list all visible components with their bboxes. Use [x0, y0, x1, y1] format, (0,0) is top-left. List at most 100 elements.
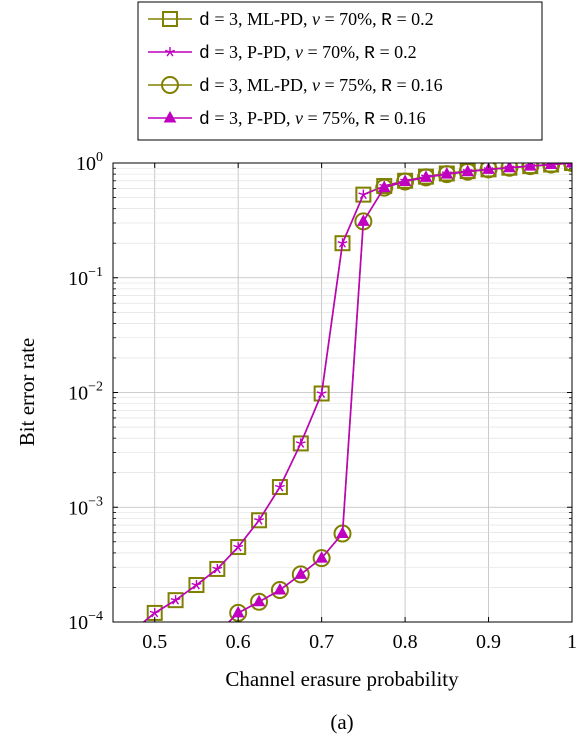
star-marker-stroke — [166, 51, 171, 57]
series-3-point — [291, 565, 310, 584]
legend-text-part: = 75%, — [320, 75, 381, 95]
series-2-point — [274, 482, 285, 492]
series-3-point — [375, 178, 394, 197]
series-1-point — [167, 592, 184, 609]
series-4-point — [252, 594, 266, 607]
star-marker-stroke — [129, 629, 134, 631]
series-4-point — [212, 627, 223, 637]
series-4-point — [419, 170, 433, 182]
series-4-point — [398, 174, 412, 186]
star-marker-stroke — [154, 610, 160, 614]
star-marker-stroke — [341, 242, 347, 248]
star-marker-stroke — [362, 194, 367, 200]
series-1-point — [230, 539, 247, 556]
star-marker-stroke — [279, 486, 284, 492]
series-3-point — [312, 549, 331, 568]
legend-param-d: d — [199, 11, 210, 31]
series-4-point — [503, 163, 516, 173]
legend-entry: d = 3, ML-PD, ν = 75%, R = 0.16 — [148, 75, 443, 97]
series-2-point — [358, 189, 369, 200]
star-marker-stroke — [195, 584, 200, 590]
y-tick-label-base: 10 — [68, 497, 88, 519]
legend-text-part: = 0.2 — [375, 42, 417, 62]
series-3-point — [270, 581, 289, 600]
series-4-point — [377, 180, 391, 193]
star-marker-stroke — [191, 582, 197, 586]
star-marker-stroke — [363, 192, 369, 196]
legend-text-part: = 3, ML-PD, — [210, 9, 312, 29]
ticks — [113, 162, 573, 623]
star-marker-stroke — [237, 544, 244, 548]
legend-text-part: = 3, P-PD, — [210, 108, 295, 128]
series-2-point — [233, 542, 244, 552]
y-tick-label-exponent: −2 — [88, 380, 103, 395]
series-3-point — [458, 163, 477, 181]
star-marker-stroke — [295, 441, 301, 445]
legend: d = 3, ML-PD, ν = 70%, R = 0.2d = 3, P-P… — [137, 1, 543, 141]
legend-param-r: R — [364, 110, 375, 130]
legend-marker — [163, 110, 177, 123]
legend-param-d: d — [199, 110, 210, 130]
series-4-line — [227, 163, 572, 622]
series-layer — [129, 163, 572, 637]
series-2-point — [191, 580, 202, 590]
star-marker-stroke — [338, 242, 344, 248]
y-tick-label-base: 10 — [68, 612, 88, 634]
series-4-point — [294, 567, 308, 579]
y-tick-label-exponent: 0 — [96, 150, 103, 165]
legend-marker — [162, 11, 178, 27]
series-3-point — [437, 165, 456, 184]
star-marker-stroke — [216, 568, 221, 574]
series-1-point — [251, 512, 268, 529]
legend-label: d = 3, P-PD, ν = 70%, R = 0.2 — [199, 42, 417, 64]
star-marker-stroke — [169, 49, 175, 53]
star-marker-stroke — [172, 599, 177, 605]
star-marker-stroke — [213, 568, 218, 574]
star-marker-stroke — [274, 484, 281, 488]
series-4-point — [336, 526, 349, 539]
legend-text-part: = 3, P-PD, — [210, 42, 295, 62]
series-3 — [227, 163, 572, 622]
series-2 — [129, 163, 572, 634]
series-1-point — [188, 577, 205, 594]
star-marker-stroke — [318, 393, 323, 398]
star-marker-stroke — [217, 566, 223, 570]
star-marker-stroke — [358, 192, 364, 196]
legend-param-nu: ν — [312, 75, 320, 95]
series-1-point — [209, 560, 226, 577]
star-marker-stroke — [237, 546, 242, 552]
star-marker-stroke — [169, 51, 174, 57]
star-marker-stroke — [165, 49, 171, 53]
y-tick-label-exponent: −3 — [88, 494, 103, 509]
series-4-point — [565, 163, 572, 168]
series-1-point — [292, 435, 309, 452]
series-3-line — [227, 163, 572, 622]
star-marker-stroke — [300, 443, 305, 448]
star-marker-stroke — [300, 441, 306, 445]
series-3-point — [250, 592, 269, 611]
series-1-point — [271, 479, 288, 496]
series-1-point — [334, 235, 351, 252]
legend-text-part: = 3, ML-PD, — [210, 75, 312, 95]
star-marker-stroke — [279, 484, 285, 488]
series-4-point — [357, 214, 370, 226]
series-4-point — [315, 551, 328, 563]
series-2-point — [316, 388, 327, 398]
series-2-point — [254, 515, 265, 525]
series-1 — [142, 163, 572, 622]
star-marker-stroke — [297, 443, 302, 448]
legend-label: d = 3, ML-PD, ν = 70%, R = 0.2 — [199, 9, 434, 31]
series-2-point — [129, 625, 139, 634]
series-1-point — [313, 385, 330, 402]
series-4-point — [523, 163, 537, 171]
series-4 — [212, 163, 572, 637]
star-marker-stroke — [321, 393, 326, 398]
y-tick-label: 10−2 — [68, 380, 103, 405]
series-4-point — [544, 163, 558, 170]
series-1-point — [355, 186, 372, 203]
series-1-line — [142, 163, 572, 622]
star-marker-stroke — [134, 630, 137, 634]
legend-param-d: d — [199, 44, 210, 64]
series-2-point — [212, 563, 223, 574]
